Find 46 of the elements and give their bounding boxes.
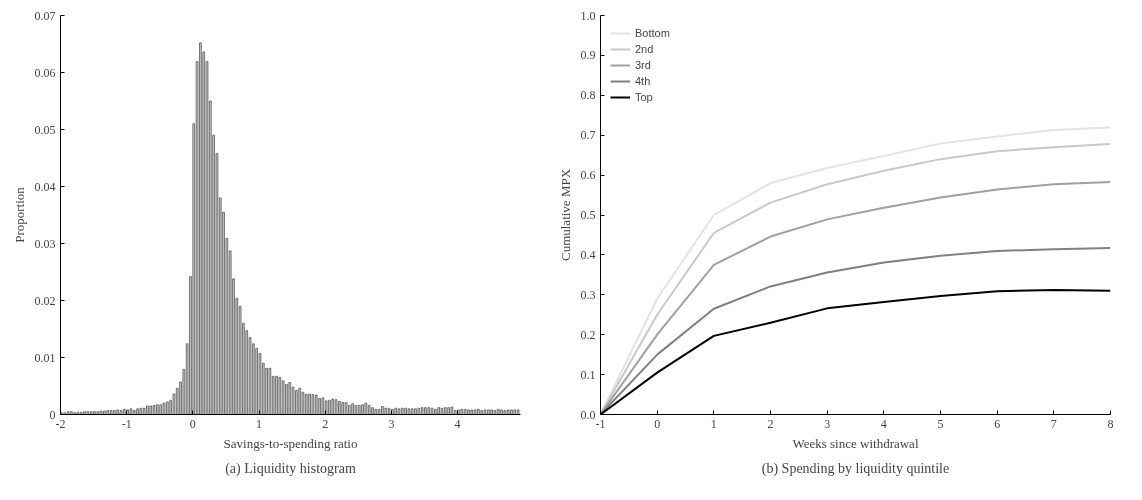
x-tick-label: 0 [654, 416, 661, 431]
x-tick-label: 4 [880, 416, 887, 431]
y-tick-label: 0.06 [34, 65, 56, 80]
x-tick-label: 6 [994, 416, 1001, 431]
x-tick-label: 7 [1050, 416, 1057, 431]
y-tick-label: 0.3 [580, 287, 596, 302]
y-tick-label: 0.04 [34, 179, 56, 194]
x-axis-title: Savings-to-spending ratio [223, 435, 358, 451]
x-tick-label: 1 [256, 416, 263, 431]
text: (b) Spending by liquidity quintile [761, 460, 950, 477]
y-tick-label: 0.01 [34, 350, 56, 365]
x-tick-label: -1 [595, 416, 606, 431]
y-tick-label: 0.9 [580, 48, 596, 63]
x-tick-label: 3 [388, 416, 395, 431]
y-tick-label: 0.03 [34, 236, 56, 251]
y-tick-label: 0.7 [580, 128, 596, 143]
x-tick-label: 8 [1107, 416, 1114, 431]
y-tick-label: 0.07 [34, 8, 56, 23]
x-tick-label: 4 [454, 416, 461, 431]
legend-label: 3rd [635, 58, 652, 73]
x-tick-label: 0 [189, 416, 196, 431]
y-tick-label: 0.5 [580, 208, 596, 222]
y-tick-label: 0.8 [580, 88, 596, 103]
text: (a) Liquidity histogram [225, 460, 356, 477]
legend-label: 2nd [635, 42, 655, 57]
x-axis-title: Weeks since withdrawal [792, 435, 919, 451]
legend-label: Top [635, 90, 654, 105]
y-tick-label: 0.1 [580, 367, 596, 382]
legend-label: Bottom [635, 26, 670, 41]
y-tick-label: 1.0 [580, 8, 596, 23]
y-tick-label: 0.4 [580, 247, 596, 262]
y-tick-label: 0.05 [34, 122, 56, 137]
x-tick-label: -2 [55, 416, 66, 431]
y-tick-label: 0.0 [580, 407, 596, 422]
y-axis-title: Cumulative MPX [557, 168, 573, 262]
x-tick-label: 1 [710, 416, 717, 431]
x-tick-label: 2 [767, 416, 774, 431]
x-tick-label: 2 [322, 416, 329, 431]
x-tick-label: 5 [937, 416, 944, 431]
y-axis-title: Proportion [11, 186, 27, 243]
legend-label: 4th [635, 74, 652, 89]
y-tick-label: 0.02 [34, 293, 56, 308]
y-tick-label: 0.2 [580, 327, 596, 342]
x-tick-label: -1 [121, 416, 132, 431]
x-tick-label: 3 [824, 416, 831, 431]
y-tick-label: 0.6 [580, 168, 596, 183]
